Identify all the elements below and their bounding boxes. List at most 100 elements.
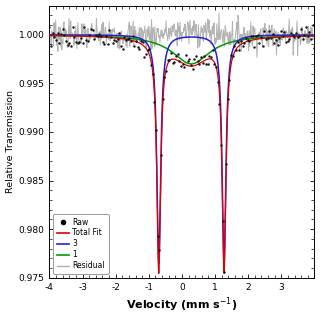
Point: [224, 161, 229, 166]
Point: [117, 31, 122, 36]
Point: [139, 38, 144, 43]
Point: [277, 36, 282, 41]
Point: [227, 77, 232, 82]
Point: [295, 35, 300, 40]
Point: [268, 36, 274, 41]
Point: [95, 34, 100, 39]
Point: [247, 39, 252, 44]
Point: [90, 27, 95, 32]
Point: [220, 218, 225, 223]
Point: [274, 38, 279, 43]
Point: [195, 59, 200, 64]
Point: [293, 30, 299, 36]
Point: [52, 35, 57, 40]
Point: [68, 43, 74, 48]
Point: [302, 33, 307, 38]
Point: [99, 33, 104, 38]
Point: [260, 43, 265, 48]
Point: [192, 57, 197, 62]
Point: [47, 25, 52, 30]
Point: [217, 101, 222, 106]
Point: [307, 30, 312, 35]
Point: [225, 96, 230, 101]
Point: [235, 39, 240, 44]
Point: [238, 38, 244, 44]
Point: [129, 39, 134, 44]
Point: [169, 50, 174, 55]
Point: [160, 96, 165, 101]
Point: [75, 41, 80, 46]
Point: [219, 142, 224, 147]
Point: [122, 35, 127, 40]
Point: [110, 41, 115, 46]
Point: [119, 44, 124, 49]
Point: [194, 54, 199, 59]
Point: [312, 45, 317, 51]
Point: [280, 33, 285, 38]
Point: [125, 36, 130, 41]
Point: [285, 39, 290, 44]
Point: [184, 52, 189, 58]
Point: [59, 32, 64, 37]
Point: [97, 31, 102, 36]
Point: [308, 37, 314, 42]
Point: [267, 29, 272, 34]
Point: [234, 48, 239, 53]
Point: [144, 52, 149, 57]
Point: [202, 54, 207, 59]
Point: [67, 40, 72, 45]
Point: [188, 62, 194, 67]
Point: [77, 39, 82, 44]
Point: [244, 36, 249, 41]
Point: [257, 40, 262, 45]
Point: [284, 40, 289, 45]
Point: [180, 61, 185, 67]
Point: [130, 34, 135, 39]
Point: [275, 42, 280, 47]
Point: [240, 43, 245, 48]
Point: [112, 37, 117, 42]
Y-axis label: Relative Transmission: Relative Transmission: [5, 90, 14, 193]
Point: [108, 35, 114, 40]
Point: [142, 54, 147, 60]
Point: [299, 27, 304, 32]
Point: [72, 35, 77, 40]
Point: [230, 53, 235, 58]
Point: [164, 68, 169, 74]
Point: [102, 41, 107, 46]
Point: [87, 32, 92, 37]
Point: [190, 67, 195, 72]
Point: [187, 57, 192, 62]
Point: [89, 26, 94, 31]
Point: [120, 46, 125, 51]
Point: [213, 64, 219, 69]
Point: [82, 25, 87, 30]
Point: [65, 43, 70, 48]
Point: [310, 23, 315, 28]
Point: [104, 34, 109, 39]
Point: [242, 41, 247, 46]
Point: [93, 33, 99, 38]
Point: [135, 44, 140, 49]
Point: [85, 38, 90, 43]
Point: [265, 36, 270, 41]
Point: [62, 32, 67, 37]
Point: [177, 58, 182, 63]
Point: [133, 39, 139, 44]
Point: [55, 30, 60, 36]
Point: [60, 26, 65, 31]
Point: [290, 32, 295, 37]
Point: [272, 40, 277, 45]
Point: [253, 34, 259, 39]
Point: [107, 28, 112, 33]
Point: [152, 100, 157, 105]
Point: [157, 248, 162, 253]
Point: [70, 25, 75, 30]
Point: [210, 47, 215, 52]
Point: [167, 58, 172, 63]
Point: [249, 34, 254, 39]
Point: [264, 37, 269, 42]
Point: [205, 62, 210, 67]
Point: [80, 41, 85, 46]
Point: [162, 74, 167, 79]
